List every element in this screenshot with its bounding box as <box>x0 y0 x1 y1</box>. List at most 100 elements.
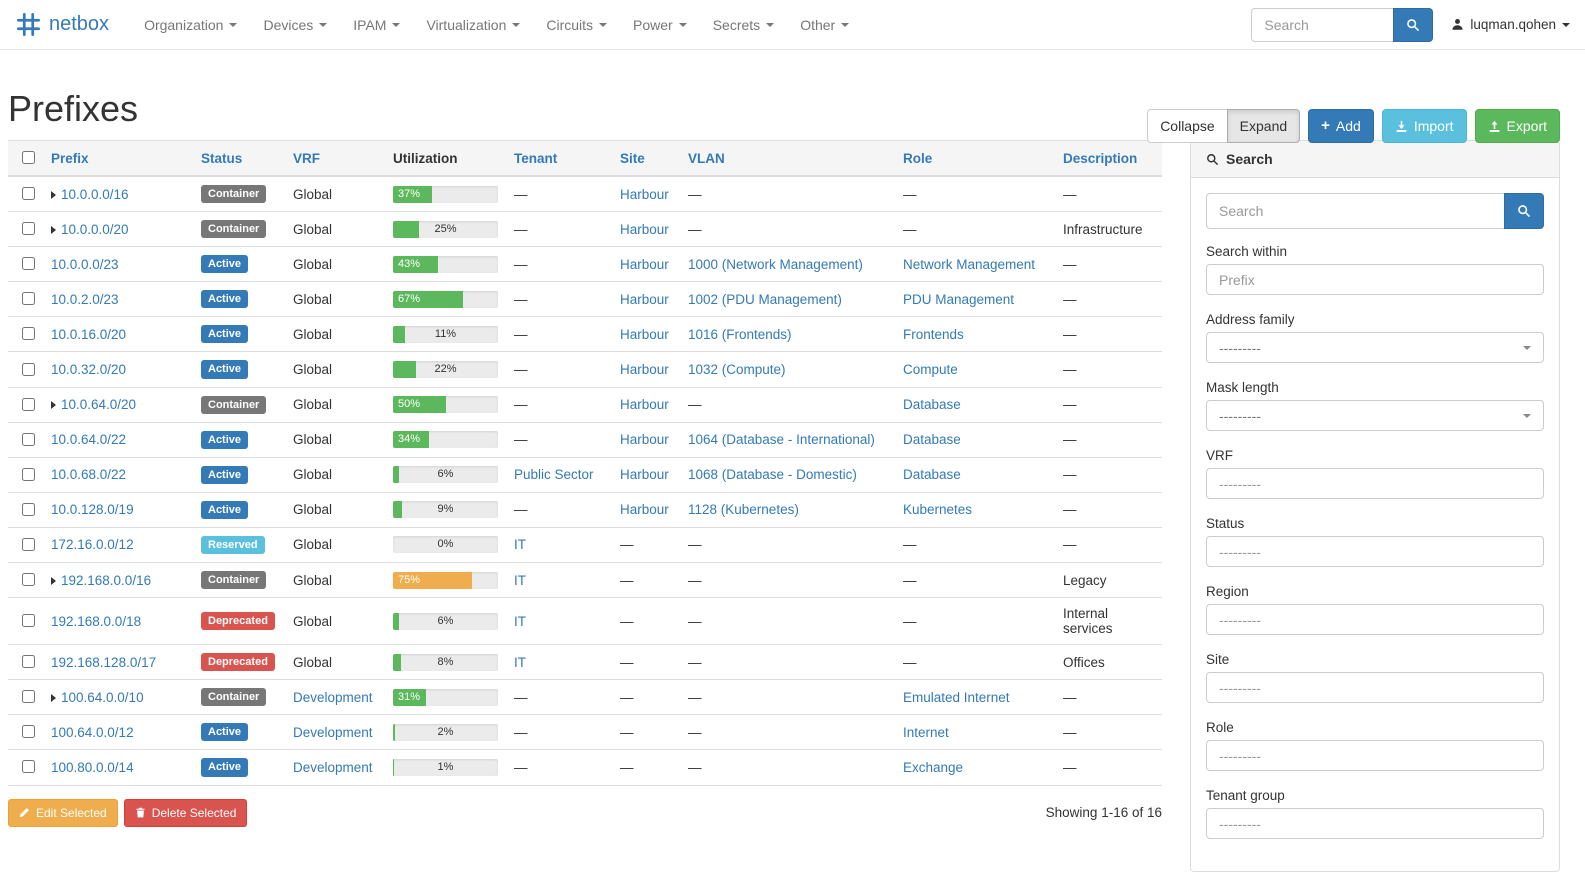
prefix-link[interactable]: 172.16.0.0/12 <box>51 537 134 553</box>
site-link[interactable]: Harbour <box>620 502 669 518</box>
role-link[interactable]: PDU Management <box>903 291 1015 307</box>
add-button[interactable]: + Add <box>1308 109 1374 143</box>
vlan-link[interactable]: 1002 (PDU Management) <box>688 291 842 307</box>
row-checkbox[interactable] <box>22 292 35 306</box>
row-checkbox[interactable] <box>22 760 35 774</box>
column-header-site-link[interactable]: Site <box>620 150 645 166</box>
site-link[interactable]: Harbour <box>620 326 669 342</box>
prefix-link[interactable]: 100.80.0.0/14 <box>51 759 134 775</box>
edit-selected-button[interactable]: Edit Selected <box>8 798 118 827</box>
vlan-link[interactable]: 1016 (Frontends) <box>688 326 792 342</box>
netbox-logo[interactable]: netbox <box>15 11 109 38</box>
prefix-link[interactable]: 10.0.0.0/23 <box>51 256 119 272</box>
prefix-link[interactable]: 10.0.64.0/20 <box>61 397 137 413</box>
filter-select-address-family[interactable]: --------- <box>1206 332 1544 363</box>
row-checkbox[interactable] <box>22 187 35 201</box>
tenant-link[interactable]: Public Sector <box>514 467 594 483</box>
row-checkbox[interactable] <box>22 614 35 628</box>
expand-toggle-icon[interactable] <box>51 401 56 410</box>
row-checkbox[interactable] <box>22 537 35 551</box>
vrf-link[interactable]: Development <box>293 724 373 740</box>
site-link[interactable]: Harbour <box>620 467 669 483</box>
row-checkbox[interactable] <box>22 257 35 271</box>
tenant-link[interactable]: IT <box>514 613 526 629</box>
row-checkbox[interactable] <box>22 432 35 446</box>
site-link[interactable]: Harbour <box>620 186 669 202</box>
global-search-button[interactable] <box>1393 7 1434 42</box>
expand-toggle-icon[interactable] <box>51 693 56 702</box>
row-checkbox[interactable] <box>22 690 35 704</box>
row-checkbox[interactable] <box>22 397 35 411</box>
export-button[interactable]: Export <box>1474 109 1560 143</box>
row-checkbox[interactable] <box>22 725 35 739</box>
site-link[interactable]: Harbour <box>620 221 669 237</box>
filter-select-mask-length[interactable]: --------- <box>1206 400 1544 431</box>
vrf-link[interactable]: Development <box>293 759 373 775</box>
vlan-link[interactable]: 1000 (Network Management) <box>688 256 863 272</box>
prefix-link[interactable]: 192.168.128.0/17 <box>51 654 157 670</box>
nav-item-other[interactable]: Other <box>787 0 862 50</box>
site-link[interactable]: Harbour <box>620 291 669 307</box>
row-checkbox[interactable] <box>22 502 35 516</box>
role-link[interactable]: Frontends <box>903 326 964 342</box>
nav-item-virtualization[interactable]: Virtualization <box>413 0 533 50</box>
import-button[interactable]: Import <box>1381 109 1467 143</box>
role-link[interactable]: Compute <box>903 362 958 378</box>
column-header-status-link[interactable]: Status <box>201 150 243 166</box>
role-link[interactable]: Database <box>903 432 961 448</box>
column-header-vlan-link[interactable]: VLAN <box>688 150 725 166</box>
global-search-input[interactable] <box>1251 7 1394 42</box>
nav-item-secrets[interactable]: Secrets <box>700 0 787 50</box>
prefix-link[interactable]: 10.0.16.0/20 <box>51 326 127 342</box>
filter-input-site[interactable] <box>1206 672 1544 703</box>
row-checkbox[interactable] <box>22 327 35 341</box>
site-link[interactable]: Harbour <box>620 362 669 378</box>
tenant-link[interactable]: IT <box>514 572 526 588</box>
filter-input-tenant-group[interactable] <box>1206 808 1544 839</box>
column-header-prefix-link[interactable]: Prefix <box>51 150 89 166</box>
nav-item-ipam[interactable]: IPAM <box>340 0 413 50</box>
filter-input-role[interactable] <box>1206 740 1544 771</box>
column-header-vrf-link[interactable]: VRF <box>293 150 320 166</box>
vlan-link[interactable]: 1032 (Compute) <box>688 362 786 378</box>
site-link[interactable]: Harbour <box>620 256 669 272</box>
nav-item-power[interactable]: Power <box>620 0 700 50</box>
filter-input-status[interactable] <box>1206 536 1544 567</box>
prefix-link[interactable]: 192.168.0.0/16 <box>61 572 152 588</box>
role-link[interactable]: Kubernetes <box>903 502 973 518</box>
tenant-link[interactable]: IT <box>514 654 526 670</box>
tenant-link[interactable]: IT <box>514 537 526 553</box>
row-checkbox[interactable] <box>22 362 35 376</box>
nav-item-circuits[interactable]: Circuits <box>533 0 620 50</box>
site-link[interactable]: Harbour <box>620 397 669 413</box>
prefix-link[interactable]: 10.0.64.0/22 <box>51 432 127 448</box>
collapse-button[interactable]: Collapse <box>1147 109 1228 143</box>
row-checkbox[interactable] <box>22 467 35 481</box>
column-header-role-link[interactable]: Role <box>903 150 933 166</box>
filter-input-region[interactable] <box>1206 604 1544 635</box>
prefix-link[interactable]: 10.0.2.0/23 <box>51 291 119 307</box>
filter-search-button[interactable] <box>1504 193 1544 229</box>
vlan-link[interactable]: 1068 (Database - Domestic) <box>688 467 857 483</box>
column-header-tenant-link[interactable]: Tenant <box>514 150 558 166</box>
row-checkbox[interactable] <box>22 222 35 236</box>
vlan-link[interactable]: 1128 (Kubernetes) <box>688 502 799 518</box>
prefix-link[interactable]: 10.0.68.0/22 <box>51 467 127 483</box>
expand-toggle-icon[interactable] <box>51 225 56 234</box>
row-checkbox[interactable] <box>22 573 35 587</box>
site-link[interactable]: Harbour <box>620 432 669 448</box>
vrf-link[interactable]: Development <box>293 689 373 705</box>
prefix-link[interactable]: 10.0.0.0/16 <box>61 186 129 202</box>
role-link[interactable]: Emulated Internet <box>903 689 1010 705</box>
expand-toggle-icon[interactable] <box>51 576 56 585</box>
nav-item-organization[interactable]: Organization <box>131 0 250 50</box>
vlan-link[interactable]: 1064 (Database - International) <box>688 432 875 448</box>
prefix-link[interactable]: 192.168.0.0/18 <box>51 613 142 629</box>
role-link[interactable]: Database <box>903 467 961 483</box>
prefix-link[interactable]: 100.64.0.0/12 <box>51 724 134 740</box>
prefix-link[interactable]: 10.0.32.0/20 <box>51 362 127 378</box>
role-link[interactable]: Network Management <box>903 256 1036 272</box>
role-link[interactable]: Internet <box>903 724 949 740</box>
filter-input-vrf[interactable] <box>1206 468 1544 499</box>
prefix-link[interactable]: 10.0.128.0/19 <box>51 502 134 518</box>
